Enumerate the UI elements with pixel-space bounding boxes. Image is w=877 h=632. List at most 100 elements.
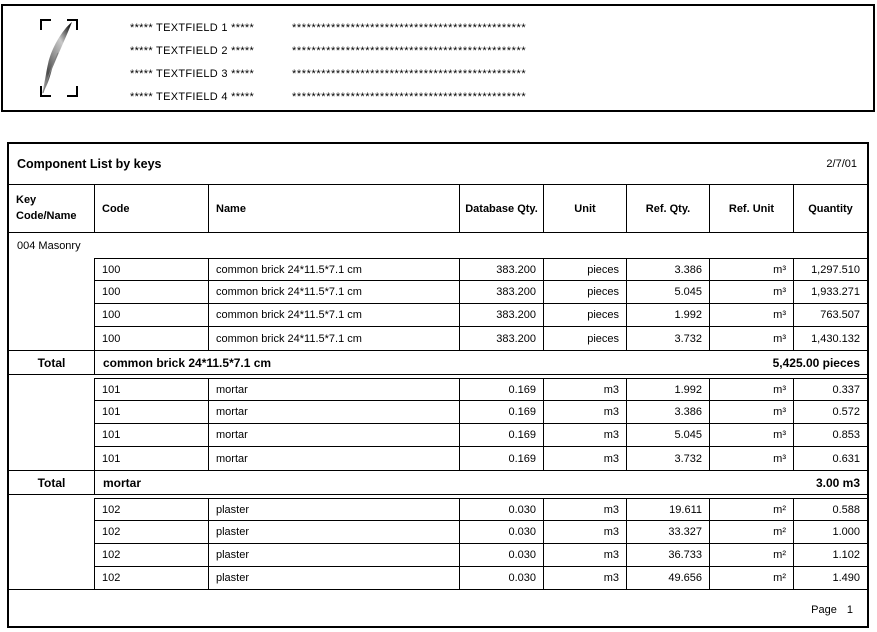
cell-unit: m3 xyxy=(543,447,626,470)
cell-ref-unit: m² xyxy=(709,498,793,521)
textfield-value: ****************************************… xyxy=(292,44,527,57)
key-col-spacer xyxy=(9,378,94,401)
cell-name: plaster xyxy=(208,498,459,521)
key-group-row: 004 Masonry xyxy=(17,239,81,252)
cell-ref-qty: 36.733 xyxy=(626,544,709,567)
cell-db-qty: 0.030 xyxy=(459,521,543,544)
cell-unit: pieces xyxy=(543,258,626,281)
table-row: 100 common brick 24*11.5*7.1 cm 383.200 … xyxy=(9,258,867,281)
table-row: 100 common brick 24*11.5*7.1 cm 383.200 … xyxy=(9,304,867,327)
textfield-row: ***** TEXTFIELD 3 ***** ****************… xyxy=(130,62,863,85)
cell-ref-unit: m³ xyxy=(709,281,793,304)
cell-ref-qty: 5.045 xyxy=(626,424,709,447)
textfield-label: ***** TEXTFIELD 1 ***** xyxy=(130,21,255,34)
cell-db-qty: 0.030 xyxy=(459,498,543,521)
cell-code: 101 xyxy=(94,424,208,447)
key-col-spacer xyxy=(9,424,94,447)
cell-name: mortar xyxy=(208,378,459,401)
cell-unit: m3 xyxy=(543,378,626,401)
key-col-spacer xyxy=(9,258,94,281)
cell-unit: pieces xyxy=(543,304,626,327)
cell-ref-unit: m² xyxy=(709,521,793,544)
column-header-db-qty: Database Qty. xyxy=(459,185,543,232)
cell-qty: 1,933.271 xyxy=(793,281,867,304)
cell-unit: m3 xyxy=(543,521,626,544)
cell-code: 101 xyxy=(94,378,208,401)
cell-db-qty: 0.030 xyxy=(459,544,543,567)
cell-name: common brick 24*11.5*7.1 cm xyxy=(208,327,459,350)
table-row: 101 mortar 0.169 m3 5.045 m³ 0.853 xyxy=(9,424,867,447)
cell-name: plaster xyxy=(208,544,459,567)
table-row: 101 mortar 0.169 m3 1.992 m³ 0.337 xyxy=(9,378,867,401)
cell-ref-unit: m³ xyxy=(709,258,793,281)
cell-name: mortar xyxy=(208,401,459,424)
cell-ref-unit: m² xyxy=(709,567,793,590)
total-span: mortar 3.00 m3 xyxy=(94,471,867,494)
textfield-label: ***** TEXTFIELD 2 ***** xyxy=(130,44,255,57)
cell-db-qty: 0.169 xyxy=(459,424,543,447)
cell-db-qty: 0.169 xyxy=(459,401,543,424)
cell-qty: 1.000 xyxy=(793,521,867,544)
cell-ref-qty: 49.656 xyxy=(626,567,709,590)
cell-qty: 763.507 xyxy=(793,304,867,327)
cell-ref-qty: 33.327 xyxy=(626,521,709,544)
total-value: 3.00 m3 xyxy=(815,475,860,490)
cell-unit: m3 xyxy=(543,498,626,521)
key-col-spacer xyxy=(9,544,94,567)
textfield-value: ****************************************… xyxy=(292,67,527,80)
total-label: Total xyxy=(37,475,66,490)
report-title-bar: Component List by keys 2/7/01 xyxy=(9,144,867,185)
report-title: Component List by keys xyxy=(17,157,162,171)
cell-ref-unit: m³ xyxy=(709,304,793,327)
textfield-label: ***** TEXTFIELD 4 ***** xyxy=(130,90,255,103)
cell-qty: 0.572 xyxy=(793,401,867,424)
column-header-key: Key Code/Name xyxy=(9,185,94,232)
cell-ref-qty: 5.045 xyxy=(626,281,709,304)
table-row: 100 common brick 24*11.5*7.1 cm 383.200 … xyxy=(9,281,867,304)
cell-db-qty: 0.030 xyxy=(459,567,543,590)
key-col-spacer xyxy=(9,401,94,424)
column-header-key-line2: Code/Name xyxy=(16,209,77,222)
textfield-value: ****************************************… xyxy=(292,21,527,34)
report-footer: Page 1 xyxy=(9,593,867,626)
cell-code: 100 xyxy=(94,281,208,304)
textfield-row: ***** TEXTFIELD 2 ***** ****************… xyxy=(130,39,863,62)
key-col-spacer xyxy=(9,447,94,470)
column-header-code: Code xyxy=(94,185,208,232)
cell-code: 102 xyxy=(94,567,208,590)
total-row: Total common brick 24*11.5*7.1 cm 5,425.… xyxy=(9,350,867,375)
cell-ref-qty: 3.732 xyxy=(626,327,709,350)
table-header-row: Key Code/Name Code Name Database Qty. Un… xyxy=(9,185,867,233)
page-label: Page xyxy=(811,603,837,616)
feather-logo-icon xyxy=(37,16,81,100)
key-col-spacer xyxy=(9,498,94,521)
cell-code: 100 xyxy=(94,327,208,350)
total-value: 5,425.00 pieces xyxy=(772,355,860,370)
column-header-name: Name xyxy=(208,185,459,232)
report-date: 2/7/01 xyxy=(826,158,857,170)
cell-qty: 1,430.132 xyxy=(793,327,867,350)
cell-ref-qty: 19.611 xyxy=(626,498,709,521)
column-header-unit: Unit xyxy=(543,185,626,232)
cell-code: 102 xyxy=(94,498,208,521)
column-header-quantity: Quantity xyxy=(793,185,867,232)
table-row: 102 plaster 0.030 m3 49.656 m² 1.490 xyxy=(9,567,867,590)
cell-ref-unit: m³ xyxy=(709,378,793,401)
cell-code: 102 xyxy=(94,521,208,544)
table-row: 101 mortar 0.169 m3 3.732 m³ 0.631 xyxy=(9,447,867,470)
cell-unit: pieces xyxy=(543,281,626,304)
component-group-plaster: 102 plaster 0.030 m3 19.611 m² 0.588 102… xyxy=(9,498,867,590)
key-col-spacer xyxy=(9,567,94,590)
textfield-row: ***** TEXTFIELD 1 ***** ****************… xyxy=(130,16,863,39)
cell-name: plaster xyxy=(208,567,459,590)
cell-qty: 0.588 xyxy=(793,498,867,521)
cell-db-qty: 383.200 xyxy=(459,258,543,281)
cell-name: common brick 24*11.5*7.1 cm xyxy=(208,304,459,327)
cell-ref-qty: 1.992 xyxy=(626,378,709,401)
cell-ref-qty: 3.386 xyxy=(626,401,709,424)
table-row: 100 common brick 24*11.5*7.1 cm 383.200 … xyxy=(9,327,867,350)
table-row: 102 plaster 0.030 m3 19.611 m² 0.588 xyxy=(9,498,867,521)
letterhead-box: ***** TEXTFIELD 1 ***** ****************… xyxy=(1,4,875,112)
cell-qty: 0.631 xyxy=(793,447,867,470)
